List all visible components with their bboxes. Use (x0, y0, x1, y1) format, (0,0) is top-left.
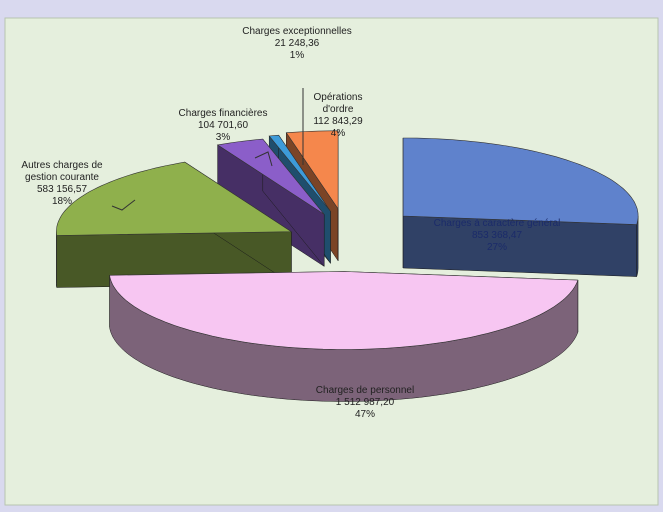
slice (285, 130, 339, 210)
slice-side (636, 215, 639, 277)
slice (56, 161, 293, 236)
leader-line (254, 151, 273, 167)
slice (216, 138, 325, 215)
slice-wall (402, 215, 637, 277)
slice (109, 271, 579, 350)
slice (268, 134, 331, 212)
leader-line (111, 199, 136, 211)
slice (402, 137, 639, 225)
